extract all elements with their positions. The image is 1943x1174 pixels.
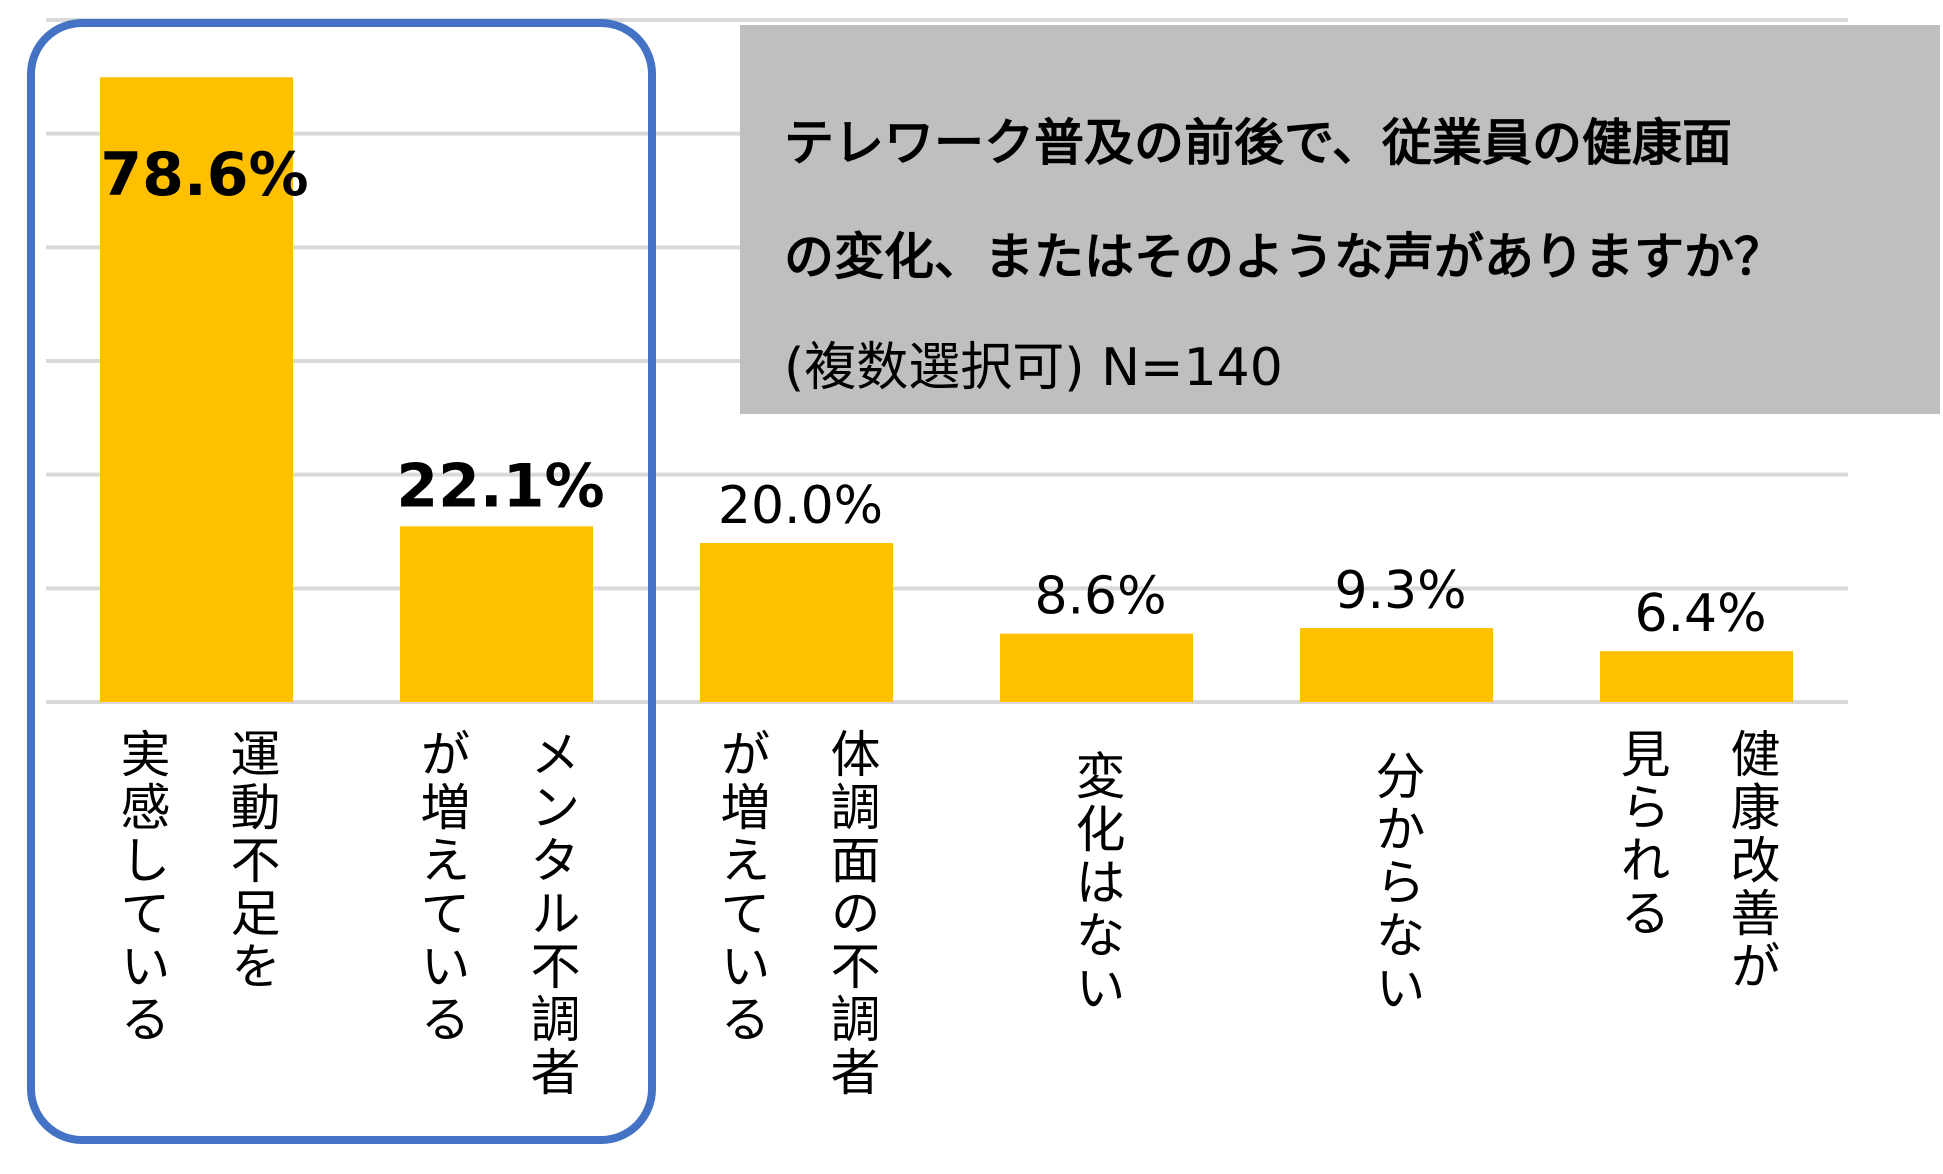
category-label: メンタル不調者 が増えている <box>412 728 581 1099</box>
category-label: 体調面の不調者 が増えている <box>712 728 881 1099</box>
data-label: 6.4% <box>1634 584 1766 644</box>
chart-subtitle: (複数選択可) N=140 <box>784 338 1283 398</box>
highlight-frame <box>27 19 656 1144</box>
title-box: テレワーク普及の前後で、従業員の健康面 の変化、またはそのような声がありますか？… <box>740 25 1940 414</box>
category-label: 分からない <box>1367 750 1426 1015</box>
bar <box>100 77 293 702</box>
bar <box>1000 633 1193 702</box>
data-label: 8.6% <box>1034 567 1166 627</box>
category-label: 健康改善が 見られる <box>1612 728 1781 993</box>
bar <box>700 543 893 702</box>
category-label: 変化はない <box>1067 750 1126 1015</box>
data-label: 9.3% <box>1334 561 1466 621</box>
bar <box>1600 651 1793 702</box>
chart-title-line1: テレワーク普及の前後で、従業員の健康面 <box>784 114 1732 172</box>
bar <box>400 526 593 702</box>
chart-title-line2: の変化、またはそのような声がありますか？ <box>784 228 1784 286</box>
category-label: 運動不足を 実感している <box>112 728 281 1046</box>
data-label: 78.6% <box>100 140 308 210</box>
data-label: 20.0% <box>718 476 883 536</box>
bar <box>1300 628 1493 702</box>
data-label: 22.1% <box>396 451 604 521</box>
